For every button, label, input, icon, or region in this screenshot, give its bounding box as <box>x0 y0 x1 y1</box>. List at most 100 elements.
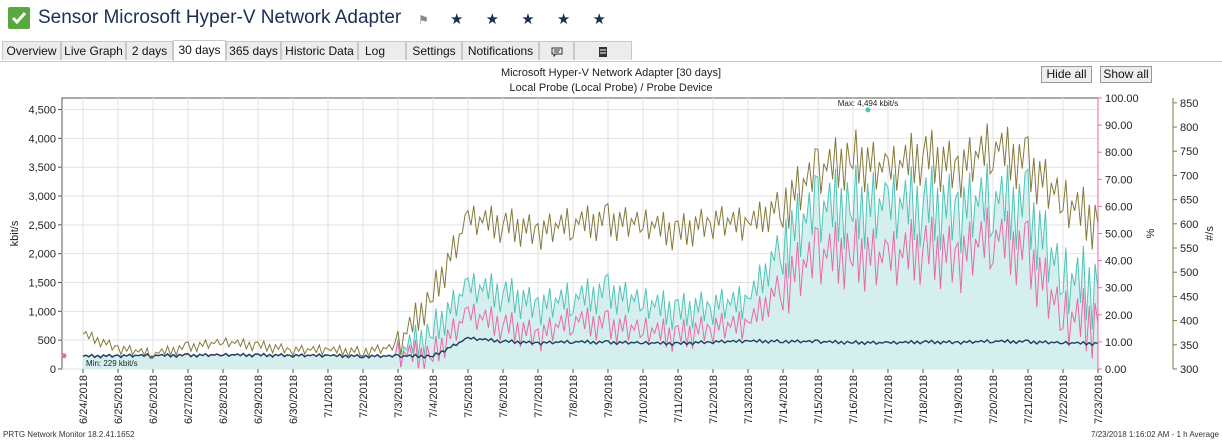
x-tick-label: 7/14/2018 <box>778 375 790 424</box>
right1-axis-label: % <box>1145 228 1157 238</box>
left-tick-label: 4,000 <box>28 133 56 145</box>
x-tick-label: 7/4/2018 <box>428 375 440 418</box>
right2-tick-label: 450 <box>1180 291 1198 303</box>
tab-log[interactable]: Log <box>358 41 406 60</box>
x-tick-label: 7/18/2018 <box>918 375 930 424</box>
right1-tick-label: 90.00 <box>1105 120 1133 132</box>
right2-tick-label: 500 <box>1180 267 1198 279</box>
x-tick-label: 7/1/2018 <box>323 375 335 418</box>
x-tick-label: 7/16/2018 <box>848 375 860 424</box>
chart-title: Microsoft Hyper-V Network Adapter [30 da… <box>500 67 722 79</box>
right2-axis-label: #/s <box>1204 226 1216 241</box>
x-tick-label: 7/21/2018 <box>1023 375 1035 424</box>
x-tick-label: 7/7/2018 <box>533 375 545 418</box>
x-tick-label: 7/2/2018 <box>358 375 370 418</box>
tab-historic-data[interactable]: Historic Data <box>281 41 358 60</box>
x-tick-label: 7/5/2018 <box>463 375 475 418</box>
right2-tick-label: 600 <box>1180 219 1198 231</box>
left-tick-label: 2,500 <box>28 220 56 232</box>
x-tick-label: 7/9/2018 <box>603 375 615 418</box>
left-tick-label: 500 <box>38 335 56 347</box>
x-tick-label: 7/15/2018 <box>813 375 825 424</box>
right2-tick-label: 750 <box>1180 146 1198 158</box>
tab-notifications[interactable]: Notifications <box>462 41 539 60</box>
x-tick-label: 7/22/2018 <box>1058 375 1070 424</box>
left-tick-label: 3,500 <box>28 162 56 174</box>
tab-30-days[interactable]: 30 days <box>173 40 226 61</box>
x-tick-label: 7/11/2018 <box>673 375 685 423</box>
max-label: Max: 4,494 kbit/s <box>838 99 898 108</box>
footer-timestamp: 7/23/2018 1:16:02 AM - 1 h Average <box>1091 430 1219 439</box>
right1-tick-label: 10.00 <box>1105 337 1133 349</box>
right1-tick-label: 30.00 <box>1105 283 1133 295</box>
show-all-button[interactable]: Show all <box>1100 66 1152 83</box>
x-tick-label: 7/23/2018 <box>1093 375 1105 424</box>
x-tick-label: 7/19/2018 <box>953 375 965 424</box>
tab-2-days[interactable]: 2 days <box>126 41 173 60</box>
comment-icon <box>551 47 562 58</box>
right1-tick-label: 60.00 <box>1105 201 1133 213</box>
right1-tick-label: 80.00 <box>1105 147 1133 159</box>
right1-tick-label: 40.00 <box>1105 256 1133 268</box>
x-tick-label: 7/10/2018 <box>638 375 650 424</box>
series-out-line <box>82 336 1099 359</box>
x-tick-label: 6/27/2018 <box>183 375 195 424</box>
tab-overview[interactable]: Overview <box>2 41 61 60</box>
right2-tick-label: 400 <box>1180 316 1198 328</box>
left-tick-label: 1,500 <box>28 278 56 290</box>
status-check-icon <box>8 7 30 29</box>
x-tick-label: 6/25/2018 <box>113 375 125 424</box>
x-tick-label: 7/6/2018 <box>498 375 510 418</box>
left-tick-label: 2,000 <box>28 249 56 261</box>
max-marker <box>865 107 871 113</box>
x-tick-label: 6/26/2018 <box>148 375 160 424</box>
right2-tick-label: 800 <box>1180 122 1198 134</box>
x-tick-label: 7/3/2018 <box>393 375 405 418</box>
right2-tick-label: 350 <box>1180 340 1198 352</box>
right2-tick-label: 300 <box>1180 364 1198 376</box>
right2-tick-label: 550 <box>1180 243 1198 255</box>
tab-comments[interactable] <box>539 41 574 60</box>
right2-tick-label: 650 <box>1180 195 1198 207</box>
chart-subtitle: Local Probe (Local Probe) / Probe Device <box>509 82 713 94</box>
left-tick-label: 3,000 <box>28 191 56 203</box>
x-tick-label: 6/28/2018 <box>218 375 230 424</box>
x-tick-label: 7/12/2018 <box>708 375 720 424</box>
right2-tick-label: 700 <box>1180 170 1198 182</box>
series-in-line <box>82 207 1099 370</box>
left-tick-label: 4,500 <box>28 105 56 117</box>
min-marker <box>61 353 67 359</box>
right1-tick-label: 20.00 <box>1105 310 1133 322</box>
x-tick-label: 7/13/2018 <box>743 375 755 424</box>
right1-tick-label: 0.00 <box>1105 364 1126 376</box>
right1-tick-label: 50.00 <box>1105 229 1133 241</box>
x-tick-label: 7/17/2018 <box>883 375 895 424</box>
left-tick-label: 1,000 <box>28 306 56 318</box>
footer-version: PRTG Network Monitor 18.2.41.1652 <box>3 430 135 439</box>
history-icon <box>599 47 607 57</box>
series-packets-line <box>82 123 1099 359</box>
tab-365-days[interactable]: 365 days <box>226 41 281 60</box>
min-label: Min: 229 kbit/s <box>86 359 138 368</box>
tab-bar: Overview Live Graph 2 days 30 days 365 d… <box>0 40 1222 62</box>
x-tick-label: 6/24/2018 <box>78 375 90 424</box>
page-title: Sensor Microsoft Hyper-V Network Adapter <box>38 7 402 28</box>
tab-settings[interactable]: Settings <box>406 41 462 60</box>
tab-history[interactable] <box>574 41 632 60</box>
right1-tick-label: 100.00 <box>1105 93 1139 105</box>
series-total-area <box>83 163 1098 369</box>
hide-all-button[interactable]: Hide all <box>1041 66 1092 83</box>
x-tick-label: 7/8/2018 <box>568 375 580 418</box>
x-tick-label: 7/20/2018 <box>988 375 1000 424</box>
priority-stars[interactable]: ★ ★ ★ ★ ★ <box>450 11 615 28</box>
x-tick-label: 6/30/2018 <box>288 375 300 424</box>
header: Sensor Microsoft Hyper-V Network Adapter… <box>0 0 1222 40</box>
x-tick-label: 6/29/2018 <box>253 375 265 424</box>
left-axis-label: kbit/s <box>9 220 21 246</box>
right1-tick-label: 70.00 <box>1105 174 1133 186</box>
tab-live-graph[interactable]: Live Graph <box>61 41 126 60</box>
right2-tick-label: 850 <box>1180 98 1198 110</box>
left-tick-label: 0 <box>50 364 56 376</box>
flag-icon[interactable]: ⚑ <box>418 13 429 27</box>
